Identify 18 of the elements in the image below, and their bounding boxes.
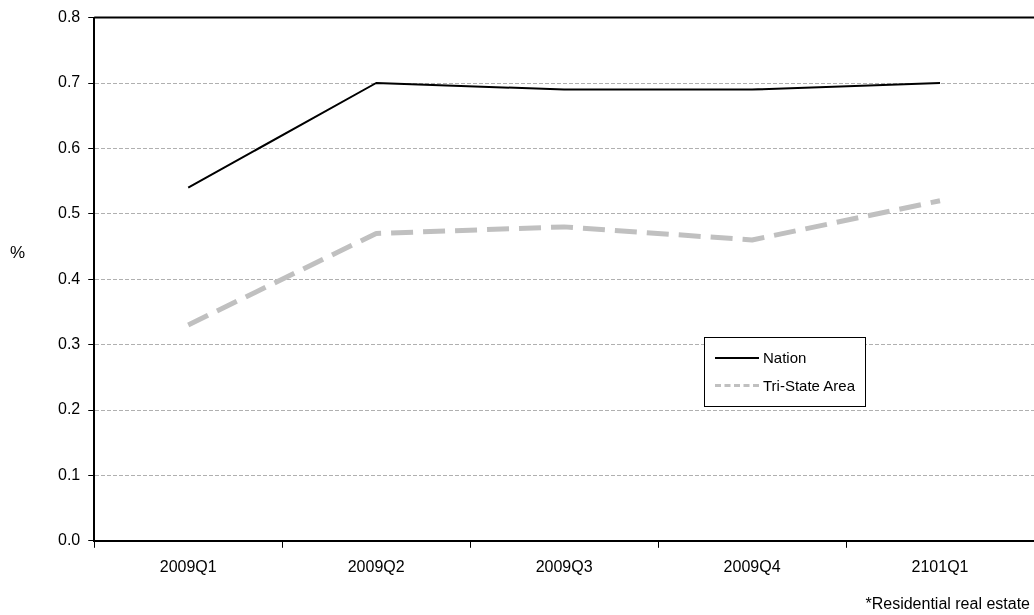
- y-tick-label: 0.0: [57, 531, 81, 549]
- x-tick-label: 2101Q1: [911, 557, 969, 575]
- y-tick-label: 0.4: [57, 269, 81, 287]
- legend-label: Tri-State Area: [763, 377, 855, 395]
- y-tick-label: 0.3: [57, 335, 81, 353]
- y-tick-label: 0.7: [57, 73, 81, 91]
- x-tick-label: 2009Q4: [723, 557, 781, 575]
- x-tick-label: 2009Q2: [347, 557, 405, 575]
- x-tick-label: 2009Q1: [159, 557, 217, 575]
- legend-label: Nation: [763, 349, 807, 367]
- y-tick-label: 0.1: [57, 465, 81, 483]
- y-tick-label: 0.5: [57, 204, 81, 222]
- y-tick-label: 0.8: [57, 8, 81, 26]
- x-tick-label: 2009Q3: [535, 557, 593, 575]
- y-tick-label: 0.2: [57, 400, 81, 418]
- y-tick-label: 0.6: [57, 138, 81, 156]
- text: *Residential real estate: [865, 595, 1030, 613]
- y-axis-title: %: [10, 243, 26, 263]
